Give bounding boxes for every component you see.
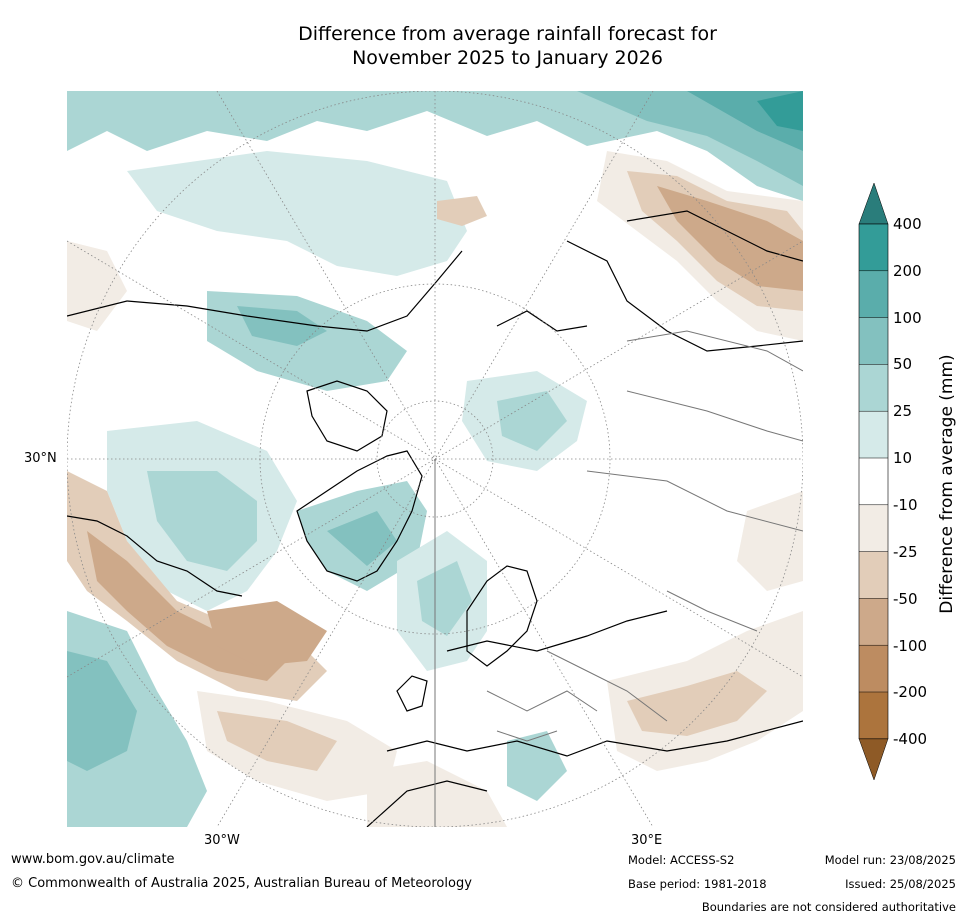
- colorbar-tick-25: 25: [893, 402, 913, 420]
- title-line-1: Difference from average rainfall forecas…: [298, 23, 717, 45]
- model-run-date: Model run: 23/08/2025: [824, 853, 956, 867]
- colorbar-tick-100: 100: [893, 309, 922, 327]
- country-boundaries: [486, 330, 803, 742]
- colorbar: [858, 182, 889, 780]
- copyright-text: © Commonwealth of Australia 2025, Austra…: [11, 876, 472, 891]
- title-line-2: November 2025 to January 2026: [352, 47, 663, 69]
- boundary-disclaimer: Boundaries are not considered authoritat…: [701, 900, 956, 914]
- wet-anomaly-regions: [67, 91, 803, 827]
- colorbar-band-minus50: [859, 551, 888, 599]
- colorbar-tick-minus25: -25: [893, 543, 918, 561]
- longitude-label-30e: 30°E: [631, 833, 663, 848]
- colorbar-band-200: [859, 270, 888, 318]
- model-info: Model: ACCESS-S2: [628, 853, 735, 867]
- colorbar-band-neutral: [859, 458, 888, 505]
- colorbar-tick-minus50: -50: [893, 590, 918, 608]
- dry-anomaly-regions: [67, 151, 803, 827]
- colorbar-tick-200: 200: [893, 262, 922, 280]
- colorbar-band-minus25: [859, 504, 888, 552]
- colorbar-over-arrow: [858, 182, 889, 225]
- colorbar-label: Difference from average (mm): [937, 354, 957, 614]
- colorbar-tick-400: 400: [893, 215, 922, 233]
- colorbar-band-25: [859, 411, 888, 458]
- rainfall-anomaly-map: [67, 91, 803, 827]
- issued-date: Issued: 25/08/2025: [845, 877, 956, 891]
- latitude-label-30n: 30°N: [24, 451, 57, 466]
- website-link[interactable]: www.bom.gov.au/climate: [11, 852, 175, 867]
- colorbar-band-minus100: [859, 598, 888, 646]
- colorbar-band-100: [859, 317, 888, 365]
- base-period-info: Base period: 1981-2018: [628, 877, 767, 891]
- colorbar-tick-minus400: -400: [893, 730, 928, 748]
- colorbar-tick-50: 50: [893, 355, 913, 373]
- colorbar-band-50: [859, 364, 888, 412]
- longitude-label-30w: 30°W: [204, 833, 240, 848]
- colorbar-band-400: [859, 224, 888, 271]
- map-title: Difference from average rainfall forecas…: [0, 22, 965, 70]
- colorbar-tick-minus10: -10: [893, 496, 918, 514]
- colorbar-tick-minus200: -200: [893, 683, 928, 701]
- colorbar-band-minus400: [859, 692, 888, 739]
- colorbar-band-minus200: [859, 645, 888, 692]
- colorbar-tick-10: 10: [893, 449, 913, 467]
- colorbar-under-arrow: [858, 738, 889, 780]
- colorbar-tick-minus100: -100: [893, 637, 928, 655]
- coastlines: [67, 210, 803, 827]
